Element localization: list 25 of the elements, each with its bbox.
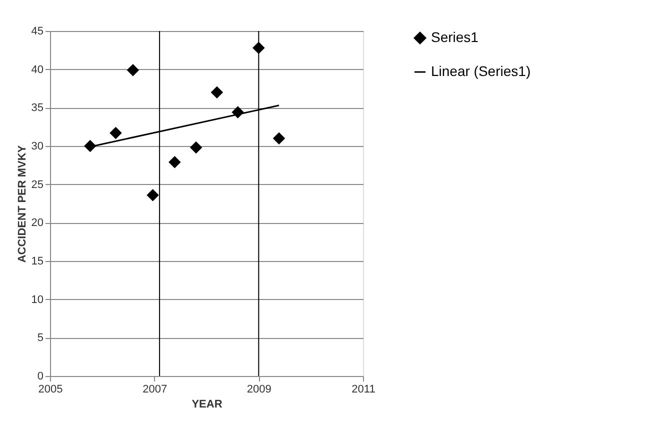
x-axis-title: YEAR [192, 398, 222, 410]
y-tick-label: 5 [37, 332, 44, 344]
point [146, 188, 159, 202]
y-tick-label: 45 [31, 26, 44, 38]
point [190, 141, 202, 154]
legend-label: Linear (Series1) [431, 63, 531, 79]
y-axis-title: ACCIDENT PER MVKY [16, 144, 28, 263]
y-tick-label: 30 [31, 140, 44, 152]
y-tick-label: 35 [31, 102, 44, 114]
legend-label: Series1 [431, 29, 479, 45]
y-tick-label: 40 [31, 64, 44, 76]
y-tick-label: 10 [31, 294, 44, 306]
y-tick-label: 15 [31, 256, 44, 268]
x-tick-label: 2009 [246, 384, 272, 396]
y-tick-label: 20 [31, 217, 44, 230]
y-tick-label: 25 [31, 178, 44, 191]
y-tick-label: 0 [37, 370, 44, 382]
point [168, 156, 181, 168]
point [126, 64, 140, 76]
point [210, 86, 224, 98]
point [110, 126, 122, 140]
x-tick-label: 2011 [352, 384, 376, 396]
x-tick-label: 2005 [38, 384, 63, 396]
x-tick-label: 2007 [142, 384, 168, 396]
point [272, 132, 286, 144]
